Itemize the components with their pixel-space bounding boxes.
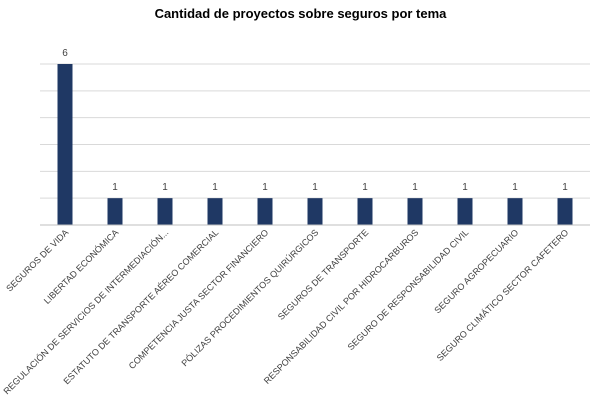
bar	[457, 198, 473, 225]
data-label: 1	[462, 182, 468, 193]
bar	[207, 198, 223, 225]
bar	[407, 198, 423, 225]
chart-title: Cantidad de proyectos sobre seguros por …	[154, 6, 447, 21]
bar	[257, 198, 273, 225]
bars	[57, 64, 573, 225]
data-label: 1	[512, 182, 518, 193]
x-tick-label: SEGURO AGROPECUARIO	[432, 227, 520, 315]
data-label: 1	[312, 182, 318, 193]
gridlines	[40, 63, 590, 199]
data-label: 6	[62, 48, 68, 59]
bar	[507, 198, 523, 225]
bar	[157, 198, 173, 225]
data-label: 1	[412, 182, 418, 193]
x-tick-label: SEGUROS DE TRANSPORTE	[276, 227, 371, 322]
data-label: 1	[112, 182, 118, 193]
bar	[557, 198, 573, 225]
bar	[357, 198, 373, 225]
data-label: 1	[262, 182, 268, 193]
data-label: 1	[212, 182, 218, 193]
bar	[57, 64, 73, 225]
x-tick-label: REGULACIÓN DE SERVICIOS DE INTERMEDIACIÓ…	[2, 227, 171, 396]
data-label: 1	[562, 182, 568, 193]
data-label: 1	[362, 182, 368, 193]
bar	[307, 198, 323, 225]
data-labels: 6 1 1 1 1 1 1 1 1 1 1	[62, 48, 568, 193]
bar	[107, 198, 123, 225]
data-label: 1	[162, 182, 168, 193]
